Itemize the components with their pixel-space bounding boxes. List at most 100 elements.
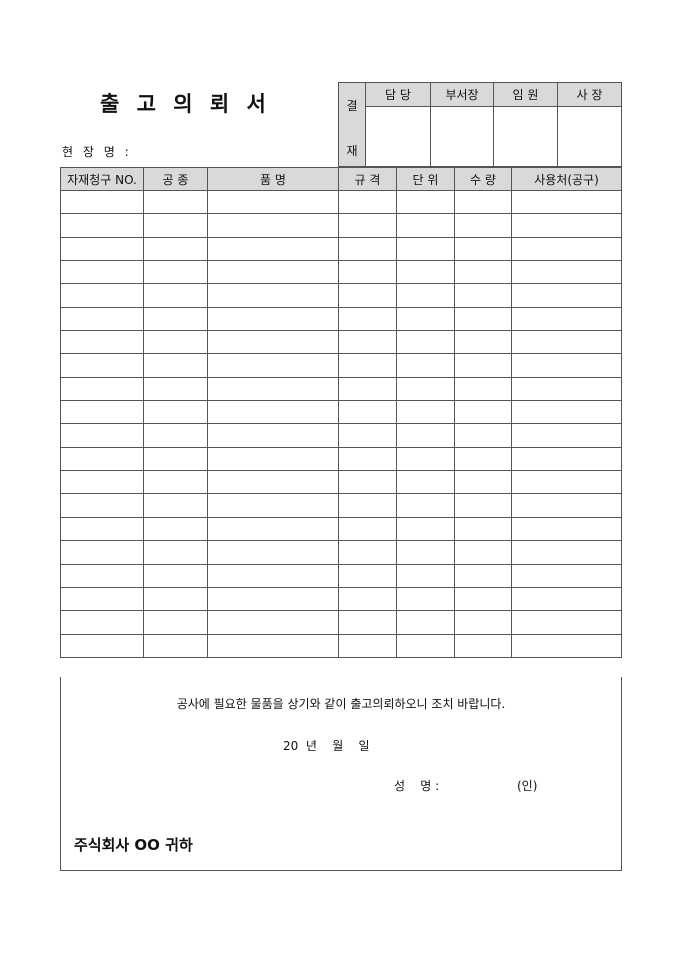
table-cell[interactable] <box>207 493 339 518</box>
table-cell[interactable] <box>454 516 512 542</box>
table-cell[interactable] <box>454 540 512 565</box>
table-cell[interactable] <box>207 376 339 402</box>
table-cell[interactable] <box>338 493 397 518</box>
table-cell[interactable] <box>143 260 208 285</box>
table-cell[interactable] <box>143 189 208 215</box>
table-cell[interactable] <box>454 423 512 448</box>
table-cell[interactable] <box>143 540 208 565</box>
table-cell[interactable] <box>207 236 339 262</box>
table-cell[interactable] <box>338 353 397 378</box>
table-cell[interactable] <box>60 283 144 308</box>
table-cell[interactable] <box>338 236 397 262</box>
table-cell[interactable] <box>207 260 339 285</box>
table-cell[interactable] <box>454 400 512 425</box>
table-cell[interactable] <box>60 376 144 402</box>
table-cell[interactable] <box>454 586 512 612</box>
table-cell[interactable] <box>511 423 622 448</box>
table-cell[interactable] <box>143 213 208 238</box>
table-cell[interactable] <box>143 353 208 378</box>
table-cell[interactable] <box>454 189 512 215</box>
table-cell[interactable] <box>143 610 208 635</box>
table-cell[interactable] <box>207 540 339 565</box>
table-cell[interactable] <box>396 376 455 402</box>
table-cell[interactable] <box>396 283 455 308</box>
table-cell[interactable] <box>454 236 512 262</box>
table-cell[interactable] <box>396 470 455 495</box>
table-cell[interactable] <box>511 586 622 612</box>
table-cell[interactable] <box>511 493 622 518</box>
table-cell[interactable] <box>511 330 622 355</box>
table-cell[interactable] <box>60 213 144 238</box>
table-cell[interactable] <box>60 306 144 332</box>
table-cell[interactable] <box>207 633 339 658</box>
table-cell[interactable] <box>60 610 144 635</box>
table-cell[interactable] <box>143 586 208 612</box>
table-cell[interactable] <box>454 610 512 635</box>
table-cell[interactable] <box>396 236 455 262</box>
table-cell[interactable] <box>143 423 208 448</box>
table-cell[interactable] <box>396 493 455 518</box>
table-cell[interactable] <box>396 516 455 542</box>
table-cell[interactable] <box>396 353 455 378</box>
table-cell[interactable] <box>511 189 622 215</box>
table-cell[interactable] <box>338 470 397 495</box>
sign-executive[interactable] <box>493 106 558 167</box>
table-cell[interactable] <box>454 283 512 308</box>
table-cell[interactable] <box>511 563 622 588</box>
table-cell[interactable] <box>60 516 144 542</box>
table-cell[interactable] <box>60 586 144 612</box>
table-cell[interactable] <box>454 353 512 378</box>
table-cell[interactable] <box>396 540 455 565</box>
table-cell[interactable] <box>207 563 339 588</box>
table-cell[interactable] <box>338 283 397 308</box>
table-cell[interactable] <box>338 423 397 448</box>
table-cell[interactable] <box>60 563 144 588</box>
table-cell[interactable] <box>454 470 512 495</box>
table-cell[interactable] <box>60 446 144 472</box>
table-cell[interactable] <box>338 306 397 332</box>
table-cell[interactable] <box>143 633 208 658</box>
table-cell[interactable] <box>396 330 455 355</box>
table-cell[interactable] <box>454 213 512 238</box>
table-cell[interactable] <box>511 353 622 378</box>
table-cell[interactable] <box>60 493 144 518</box>
table-cell[interactable] <box>207 470 339 495</box>
table-cell[interactable] <box>60 633 144 658</box>
table-cell[interactable] <box>338 330 397 355</box>
table-cell[interactable] <box>454 493 512 518</box>
table-cell[interactable] <box>511 470 622 495</box>
table-cell[interactable] <box>60 423 144 448</box>
table-cell[interactable] <box>511 376 622 402</box>
table-cell[interactable] <box>60 353 144 378</box>
table-cell[interactable] <box>511 260 622 285</box>
table-cell[interactable] <box>454 260 512 285</box>
table-cell[interactable] <box>143 283 208 308</box>
table-cell[interactable] <box>60 400 144 425</box>
table-cell[interactable] <box>396 563 455 588</box>
table-cell[interactable] <box>143 446 208 472</box>
sign-dept-head[interactable] <box>430 106 494 167</box>
table-cell[interactable] <box>207 446 339 472</box>
table-cell[interactable] <box>338 633 397 658</box>
table-cell[interactable] <box>60 330 144 355</box>
table-cell[interactable] <box>60 236 144 262</box>
table-cell[interactable] <box>511 516 622 542</box>
table-cell[interactable] <box>396 260 455 285</box>
table-cell[interactable] <box>511 540 622 565</box>
table-cell[interactable] <box>396 586 455 612</box>
table-cell[interactable] <box>207 516 339 542</box>
table-cell[interactable] <box>454 446 512 472</box>
table-cell[interactable] <box>207 610 339 635</box>
table-cell[interactable] <box>207 400 339 425</box>
table-cell[interactable] <box>338 563 397 588</box>
table-cell[interactable] <box>511 446 622 472</box>
table-cell[interactable] <box>338 213 397 238</box>
table-cell[interactable] <box>338 610 397 635</box>
table-cell[interactable] <box>396 423 455 448</box>
sign-president[interactable] <box>557 106 622 167</box>
sign-staff[interactable] <box>365 106 431 167</box>
table-cell[interactable] <box>338 540 397 565</box>
table-cell[interactable] <box>207 213 339 238</box>
table-cell[interactable] <box>60 470 144 495</box>
table-cell[interactable] <box>143 306 208 332</box>
